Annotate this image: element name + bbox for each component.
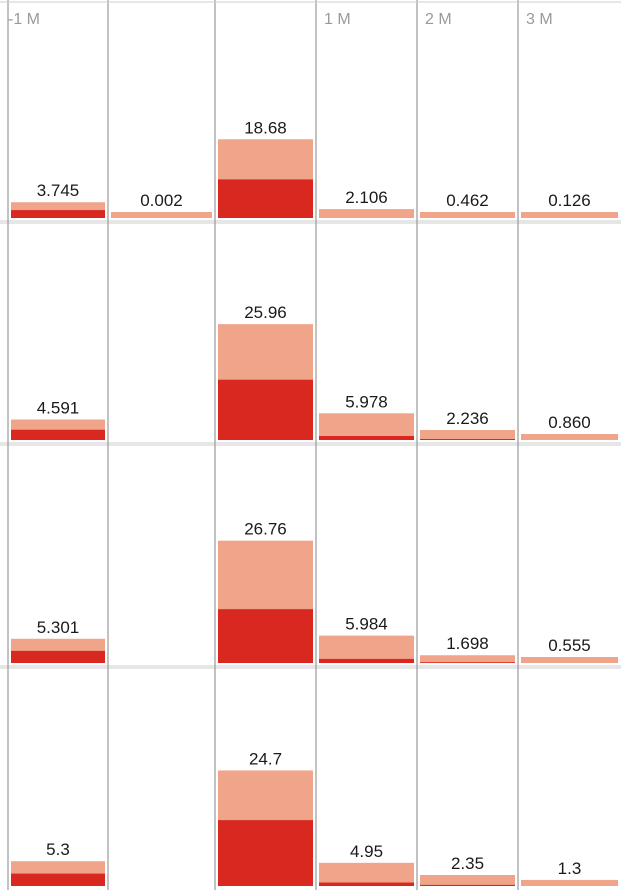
value-label: 1.3 (558, 859, 582, 878)
row-separator (0, 220, 621, 224)
value-label: 5.984 (345, 615, 388, 634)
bar-dark-part (218, 820, 313, 886)
bar-dark-part (11, 429, 105, 440)
value-label: 5.3 (46, 840, 70, 859)
row-separator (0, 665, 621, 669)
value-label: 2.35 (451, 854, 484, 873)
bar-dark-part (420, 662, 515, 663)
value-label: 25.96 (244, 303, 287, 322)
bar-total (111, 212, 212, 218)
value-label: 2.236 (446, 409, 489, 428)
bar-total (420, 655, 515, 663)
bar-total (420, 875, 515, 886)
column-label: -1 M (8, 11, 40, 28)
bar-dark-part (420, 884, 515, 886)
value-label: 1.698 (446, 634, 489, 653)
value-label: 5.978 (345, 392, 388, 411)
bar-dark-part (319, 658, 414, 663)
value-label: 24.7 (249, 749, 282, 768)
bar-total (319, 635, 414, 663)
value-label: 2.106 (345, 188, 388, 207)
value-label: 3.745 (37, 181, 80, 200)
bar-dark-part (11, 873, 105, 886)
bar-dark-part (11, 210, 105, 218)
bar-total (521, 212, 618, 218)
bar-dark-part (11, 650, 105, 663)
bar-dark-part (218, 609, 313, 663)
bar-total (420, 212, 515, 218)
bar-dark-part (319, 882, 414, 886)
value-label: 4.591 (37, 399, 80, 418)
bar-total (521, 879, 618, 886)
value-label: 0.860 (548, 413, 591, 432)
bar-total (521, 434, 618, 440)
bar-dark-part (218, 379, 313, 440)
bar-total (521, 657, 618, 663)
value-label: 0.555 (548, 636, 591, 655)
value-label: 0.462 (446, 191, 489, 210)
bar-total (319, 862, 414, 886)
bar-dark-part (420, 439, 515, 440)
column-label: 2 M (425, 11, 452, 28)
bar-dark-part (218, 179, 313, 218)
bar-total (420, 430, 515, 440)
value-label: 0.002 (140, 191, 183, 210)
bar-total (319, 209, 414, 218)
row-separator (0, 442, 621, 446)
bar-dark-part (319, 435, 414, 440)
column-label: 1 M (324, 11, 351, 28)
value-label: 26.76 (244, 520, 287, 539)
value-label: 5.301 (37, 618, 80, 637)
value-label: 0.126 (548, 191, 591, 210)
column-label: 3 M (526, 11, 553, 28)
value-label: 18.68 (244, 118, 287, 137)
bar-total (319, 413, 414, 440)
value-label: 4.95 (350, 842, 383, 861)
